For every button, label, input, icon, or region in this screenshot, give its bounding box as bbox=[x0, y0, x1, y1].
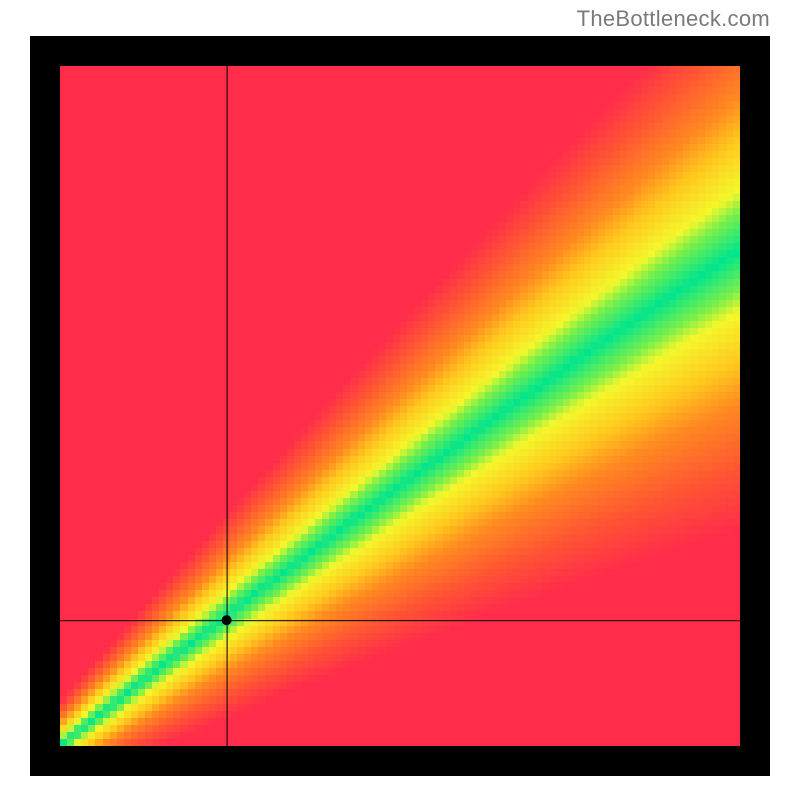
heatmap-plot bbox=[30, 36, 770, 776]
heatmap-canvas bbox=[30, 36, 770, 776]
watermark-text: TheBottleneck.com bbox=[577, 6, 770, 32]
chart-container: TheBottleneck.com bbox=[0, 0, 800, 800]
